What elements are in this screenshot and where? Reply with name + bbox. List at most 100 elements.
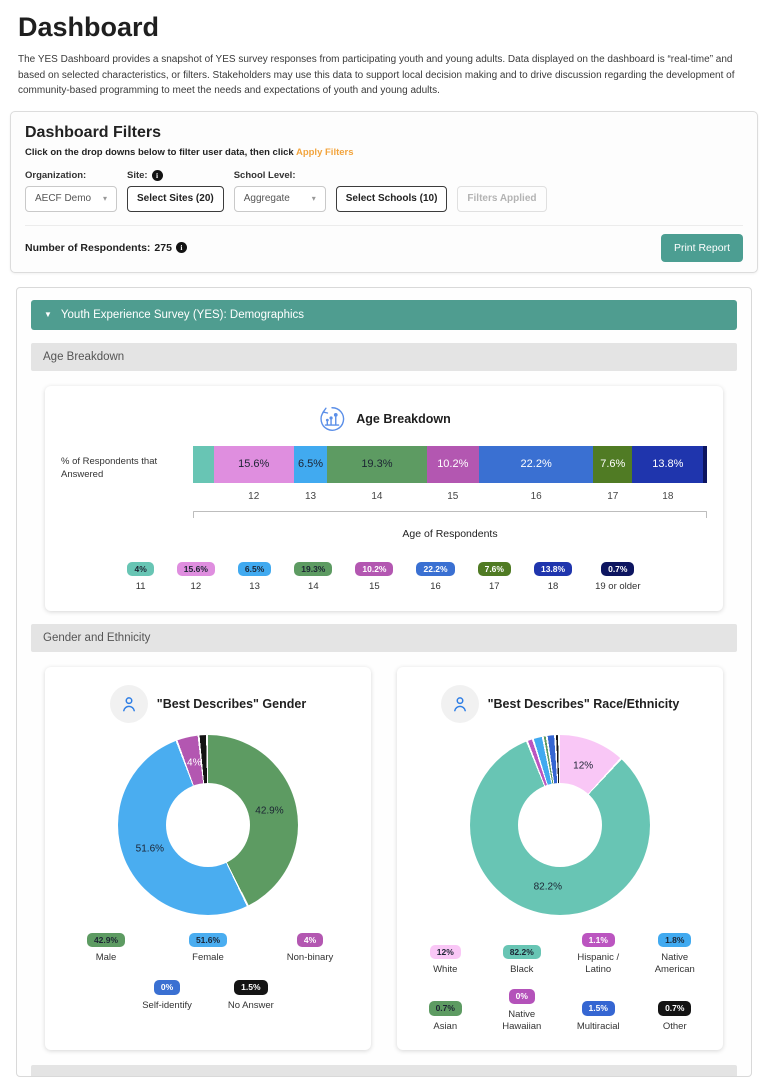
legend-item: 7.6% 17 [478,562,511,593]
respondents-count: 275 [154,242,172,254]
select-sites-button[interactable]: Select Sites (20) [127,186,224,212]
legend-chip: 0.7% [429,1001,462,1016]
legend-label: Self-identify [142,1000,192,1012]
legend-chip: 0% [154,980,180,995]
race-chart-title: "Best Describes" Race/Ethnicity [488,697,680,711]
legend-item: 4%Non-binary [287,933,333,964]
gender-donut-hole [166,783,250,867]
schools-filter: Select Schools (10) [336,170,448,212]
legend-item: 1.1%Hispanic / Latino [565,933,631,976]
gender-ethnicity-cards: "Best Describes" Gender 42.9%51.6%4% 42.… [45,667,723,1051]
filters-applied-button: Filters Applied [457,186,546,212]
legend-label: Male [96,952,117,964]
filters-footer: Number of Respondents: 275 i Print Repor… [25,225,743,262]
legend-chip: 1.1% [582,933,615,948]
bar-segment-label: 10.2% [437,458,468,470]
gender-card-header: "Best Describes" Gender [55,685,361,723]
legend-label: 17 [489,581,500,593]
bar-segment-13: 6.5% [294,446,327,483]
respondents-info-icon[interactable]: i [176,242,187,253]
bar-segment-18: 13.8% [632,446,703,483]
legend-item: 10.2%15 [355,562,393,593]
gender-card: "Best Describes" Gender 42.9%51.6%4% 42.… [45,667,371,1051]
person-icon-circle [441,685,479,723]
school-level-select[interactable]: Aggregate ▾ [234,186,326,212]
legend-chip: 82.2% [503,945,541,960]
slice-label: 42.9% [255,805,283,816]
filters-hint-text: Click on the drop downs below to filter … [25,147,296,158]
legend-item: 82.2%Black [503,945,541,976]
legend-chip: 0% [509,989,535,1004]
race-donut-hole [518,783,602,867]
axis-tick: 12 [214,491,294,502]
legend-chip: 7.6% [478,562,511,577]
legend-item: 51.6% Female [189,933,227,964]
legend-item: 12%White [430,945,461,976]
legend-item: 0.7%Other [658,1001,691,1032]
school-level-value: Aggregate [244,193,290,204]
legend-chip: 1.8% [658,933,691,948]
gender-donut: 42.9%51.6%4% [118,735,298,915]
legend-label: 18 [548,581,559,593]
age-breakdown-card: Age Breakdown % of Respondents that Answ… [45,386,723,611]
bar-segment-label: 15.6% [238,458,269,470]
print-report-button[interactable]: Print Report [661,234,743,262]
organization-filter: Organization: AECF Demo ▾ [25,170,117,212]
legend-item: 0% Self-identify [142,980,192,1011]
legend-chip: 12% [430,945,461,960]
organization-select[interactable]: AECF Demo ▾ [25,186,117,212]
slice-label: 82.2% [534,881,562,892]
bar-segment-16: 22.2% [479,446,593,483]
intro-text: The YES Dashboard provides a snapshot of… [18,52,752,99]
respondents-label: Number of Respondents: [25,242,150,254]
dashboard-filters-panel: Dashboard Filters Click on the drop down… [10,111,758,273]
legend-chip: 4% [127,562,153,577]
legend-chip: 1.5% [234,980,267,995]
age-card-header: Age Breakdown [61,404,707,434]
legend-label: Female [192,952,224,964]
filters-hint: Click on the drop downs below to filter … [25,147,743,158]
legend-item: 19.3%14 [294,562,332,593]
age-chart-title: Age Breakdown [356,412,450,426]
bar-segment-15: 10.2% [427,446,479,483]
slice-label: 12% [573,761,593,772]
apply-filters-link[interactable]: Apply Filters [296,147,354,158]
demographics-section-title: Youth Experience Survey (YES): Demograph… [61,309,304,321]
school-level-label: School Level: [234,170,326,182]
select-schools-button[interactable]: Select Schools (10) [336,186,448,212]
legend-chip: 0.7% [601,562,634,577]
legend-chip: 4% [297,933,323,948]
gender-legend-row2: 0% Self-identify 1.5% No Answer [55,980,361,1011]
legend-chip: 15.6% [177,562,215,577]
axis-tick: 18 [632,491,703,502]
bar-segment-label: 19.3% [361,458,392,470]
demographics-section-header[interactable]: ▼ Youth Experience Survey (YES): Demogra… [31,300,737,330]
person-icon-circle [110,685,148,723]
site-filter: Site:i Select Sites (20) [127,170,224,212]
legend-chip: 6.5% [238,562,271,577]
legend-label: 15 [369,581,380,593]
age-breakdown-icon [317,404,347,434]
filter-controls-row: Organization: AECF Demo ▾ Site:i Select … [25,170,743,212]
age-bar-chart: % of Respondents that Answered 15.6%6.5%… [61,446,707,540]
legend-label: Asian [433,1021,457,1033]
axis-tick: 17 [593,491,632,502]
filters-applied-wrap: Filters Applied [457,170,546,212]
legend-label: Native Hawaiian [489,1009,555,1033]
legend-chip: 51.6% [189,933,227,948]
legend-label: 12 [191,581,202,593]
site-info-icon[interactable]: i [152,170,163,181]
bar-segment-label: 7.6% [600,458,625,470]
gender-chart-title: "Best Describes" Gender [157,697,306,711]
page-title: Dashboard [18,12,752,43]
race-donut: 12% 82.2% [470,735,650,915]
bar-segment-12: 15.6% [214,446,294,483]
legend-item: 15.6% 12 [177,562,215,593]
organization-value: AECF Demo [35,193,91,204]
legend-label: No Answer [228,1000,274,1012]
legend-label: Native American [642,952,708,976]
chevron-down-icon: ▾ [103,194,107,203]
axis-tick: 16 [479,491,593,502]
legend-label: 11 [136,581,146,593]
